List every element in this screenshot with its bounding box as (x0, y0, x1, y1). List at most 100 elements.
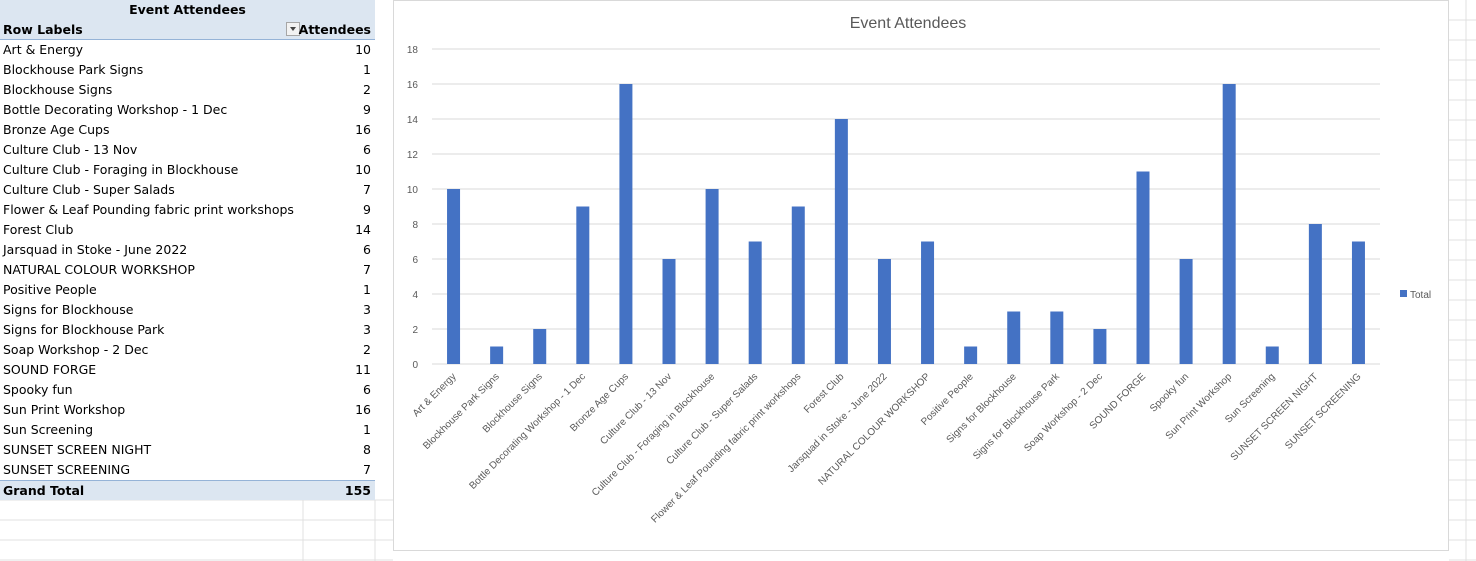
row-label: Culture Club - Super Salads (3, 182, 175, 197)
row-value: 10 (355, 42, 371, 57)
table-row[interactable]: Culture Club - Super Salads 7 (0, 180, 375, 200)
chart-area[interactable]: Event Attendees 0 2 4 6 8 10 12 14 16 18 Art & Ener… (393, 0, 1449, 551)
bar[interactable] (1222, 84, 1236, 364)
bar[interactable] (748, 241, 762, 365)
table-row[interactable]: Sun Screening 1 (0, 420, 375, 440)
table-row[interactable]: Jarsquad in Stoke - June 2022 6 (0, 240, 375, 260)
table-row[interactable]: Flower & Leaf Pounding fabric print work… (0, 200, 375, 220)
row-label: Blockhouse Signs (3, 82, 113, 97)
row-label: NATURAL COLOUR WORKSHOP (3, 262, 195, 277)
bar[interactable] (1050, 311, 1064, 365)
bar[interactable] (1136, 171, 1150, 365)
x-tick-label: Blockhouse Park Signs (421, 371, 501, 451)
row-value: 1 (363, 422, 371, 437)
table-row[interactable]: SUNSET SCREEN NIGHT 8 (0, 440, 375, 460)
table-row[interactable]: Spooky fun 6 (0, 380, 375, 400)
row-value: 10 (355, 162, 371, 177)
bar[interactable] (921, 241, 935, 365)
table-row[interactable]: SOUND FORGE 11 (0, 360, 375, 380)
bar[interactable] (834, 119, 848, 364)
x-tick-label: SUNSET SCREEN NIGHT (1229, 371, 1321, 463)
pivot-rows: Art & Energy 10 Blockhouse Park Signs 1 Bloc… (0, 40, 375, 480)
table-row[interactable]: Signs for Blockhouse 3 (0, 300, 375, 320)
row-labels-header: Row Labels (3, 22, 83, 37)
table-row[interactable]: Culture Club - Foraging in Blockhouse 10 (0, 160, 375, 180)
row-label: Jarsquad in Stoke - June 2022 (3, 242, 188, 257)
grand-total-value: 155 (344, 483, 371, 498)
table-row[interactable]: Blockhouse Signs 2 (0, 80, 375, 100)
y-tick-label: 4 (412, 290, 418, 301)
row-value: 7 (363, 182, 371, 197)
row-label: Culture Club - Foraging in Blockhouse (3, 162, 239, 177)
table-row[interactable]: Art & Energy 10 (0, 40, 375, 60)
y-tick-label: 14 (407, 115, 419, 126)
bar[interactable] (447, 189, 461, 364)
y-tick-label: 10 (407, 185, 419, 196)
table-row[interactable]: Forest Club 14 (0, 220, 375, 240)
bar[interactable] (1093, 329, 1107, 364)
bar[interactable] (576, 206, 590, 365)
x-tick-label: SUNSET SCREENING (1283, 371, 1363, 451)
pivot-title: Event Attendees (0, 0, 375, 20)
y-tick-label: 8 (412, 220, 418, 231)
bar[interactable] (619, 84, 633, 364)
filter-dropdown-icon[interactable] (286, 22, 300, 36)
bar[interactable] (1179, 259, 1193, 364)
bar[interactable] (877, 259, 891, 364)
row-label: Signs for Blockhouse (3, 302, 134, 317)
bar[interactable] (533, 329, 547, 364)
bar-chart: Event Attendees 0 2 4 6 8 10 12 14 16 18 Art & Ener… (407, 15, 1431, 525)
row-value: 8 (363, 442, 371, 457)
row-label: Spooky fun (3, 382, 73, 397)
row-value: 14 (355, 222, 371, 237)
bar[interactable] (964, 346, 978, 365)
grand-total-row: Grand Total 155 (0, 480, 375, 500)
bar[interactable] (791, 206, 805, 365)
row-value: 1 (363, 62, 371, 77)
row-value: 9 (363, 202, 371, 217)
x-tick-label: Forest Club (802, 371, 847, 416)
table-row[interactable]: Signs for Blockhouse Park 3 (0, 320, 375, 340)
table-row[interactable]: Blockhouse Park Signs 1 (0, 60, 375, 80)
row-value: 6 (363, 242, 371, 257)
x-tick-label: Soap Workshop - 2 Dec (1022, 371, 1105, 454)
bar[interactable] (1351, 241, 1365, 365)
x-tick-label: Spooky fun (1148, 371, 1191, 414)
table-row[interactable]: Soap Workshop - 2 Dec 2 (0, 340, 375, 360)
x-tick-label: Culture Club - Super Salads (664, 371, 760, 467)
row-value: 2 (363, 82, 371, 97)
y-tick-label: 18 (407, 45, 419, 56)
x-tick-label: Culture Club - 13 Nov (598, 371, 674, 447)
chart-title: Event Attendees (850, 15, 967, 32)
bar[interactable] (1265, 346, 1279, 365)
row-label: Soap Workshop - 2 Dec (3, 342, 149, 357)
pivot-header-row: Row Labels Attendees (0, 20, 375, 40)
row-value: 3 (363, 322, 371, 337)
bar[interactable] (1308, 224, 1322, 364)
table-row[interactable]: Culture Club - 13 Nov 6 (0, 140, 375, 160)
table-row[interactable]: Sun Print Workshop 16 (0, 400, 375, 420)
row-label: SUNSET SCREEN NIGHT (3, 442, 152, 457)
row-label: Signs for Blockhouse Park (3, 322, 165, 337)
row-value: 2 (363, 342, 371, 357)
bar[interactable] (1007, 311, 1021, 365)
x-tick-label: Art & Energy (411, 371, 459, 419)
row-value: 7 (363, 262, 371, 277)
legend-swatch (1400, 290, 1407, 297)
row-value: 1 (363, 282, 371, 297)
row-value: 3 (363, 302, 371, 317)
row-value: 16 (355, 122, 371, 137)
bar[interactable] (662, 259, 676, 364)
bar[interactable] (705, 189, 719, 364)
row-value: 16 (355, 402, 371, 417)
row-label: Positive People (3, 282, 97, 297)
table-row[interactable]: Positive People 1 (0, 280, 375, 300)
bar[interactable] (490, 346, 504, 365)
grand-total-label: Grand Total (3, 483, 85, 498)
table-row[interactable]: Bottle Decorating Workshop - 1 Dec 9 (0, 100, 375, 120)
table-row[interactable]: NATURAL COLOUR WORKSHOP 7 (0, 260, 375, 280)
row-value: 6 (363, 142, 371, 157)
table-row[interactable]: Bronze Age Cups 16 (0, 120, 375, 140)
row-value: 11 (355, 362, 371, 377)
table-row[interactable]: SUNSET SCREENING 7 (0, 460, 375, 480)
